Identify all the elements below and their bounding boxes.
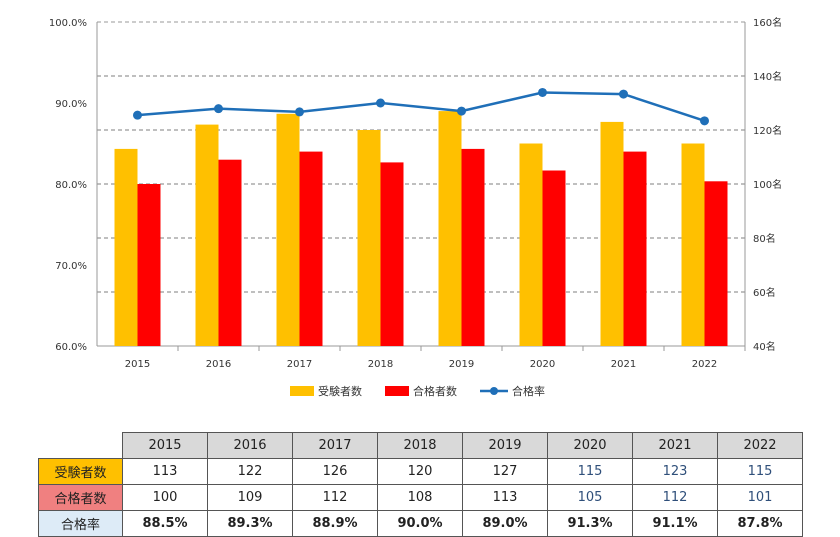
right-axis-tick-label: 60名 [753, 286, 776, 299]
left-axis-tick-label: 90.0% [55, 99, 87, 110]
right-axis-tick-label: 120名 [753, 124, 782, 137]
bar-passers [542, 170, 566, 346]
combo-chart: 40名 60名 80名 100名 120名 140名 160名 60.0% 70.0% 80.0%… [49, 16, 782, 398]
bar-passers [299, 151, 323, 346]
table-year-cell: 2016 [207, 432, 293, 459]
left-axis-tick-label: 60.0% [55, 342, 87, 353]
table-row-passers: 合格者数 100 109 112 108 113 105 112 101 [38, 484, 803, 511]
bar-examinees [681, 143, 705, 346]
pass-rate-line [137, 91, 705, 123]
pass-rate-point [376, 98, 385, 108]
row-label-pass-rate: 合格率 [38, 510, 123, 537]
bar-passers [461, 148, 485, 346]
x-tick-label: 2020 [530, 359, 555, 370]
table-year-cell: 2017 [292, 432, 378, 459]
table-header-row: 2015 2016 2017 2018 2019 2020 2021 2022 [38, 432, 803, 459]
x-tick-label: 2022 [692, 359, 717, 370]
data-table: 2015 2016 2017 2018 2019 2020 2021 2022 … [38, 432, 803, 537]
table-cell: 120 [377, 458, 463, 485]
table-cell: 115 [547, 458, 633, 485]
left-axis-tick-label: 80.0% [55, 180, 87, 191]
table-year-cell: 2019 [462, 432, 548, 459]
table-cell: 127 [462, 458, 548, 485]
table-row-examinees: 受験者数 113 122 126 120 127 115 123 115 [38, 458, 803, 485]
table-cell: 90.0% [377, 510, 463, 537]
table-cell: 91.1% [632, 510, 718, 537]
right-axis-tick-label: 40名 [753, 340, 776, 353]
bar-passers [704, 181, 728, 346]
table-year-cell: 2015 [122, 432, 208, 459]
x-tick-label: 2018 [368, 359, 393, 370]
table-cell: 122 [207, 458, 293, 485]
row-label-examinees: 受験者数 [38, 458, 123, 485]
legend-swatch-examinees [290, 386, 314, 396]
pass-rate-point [295, 107, 304, 117]
legend-label-passers: 合格者数 [413, 384, 457, 398]
pass-rate-point [619, 89, 628, 99]
bar-examinees [195, 124, 219, 346]
table-cell: 113 [462, 484, 548, 511]
table-cell: 126 [292, 458, 378, 485]
table-cell: 100 [122, 484, 208, 511]
bar-passers [623, 151, 647, 346]
table-cell: 105 [547, 484, 633, 511]
right-axis-tick-label: 100名 [753, 178, 782, 191]
table-cell: 91.3% [547, 510, 633, 537]
table-year-cell: 2021 [632, 432, 718, 459]
bar-examinees [600, 121, 624, 347]
left-axis-tick-label: 70.0% [55, 261, 87, 272]
legend-marker-pass-rate [490, 387, 498, 395]
table-cell: 109 [207, 484, 293, 511]
table-year-cell: 2020 [547, 432, 633, 459]
bar-passers [380, 162, 404, 346]
table-cell: 115 [717, 458, 803, 485]
pass-rate-point [214, 104, 223, 114]
table-cell: 123 [632, 458, 718, 485]
right-axis-tick-label: 160名 [753, 16, 782, 29]
right-axis-tick-label: 80名 [753, 232, 776, 245]
bar-passers [218, 159, 242, 346]
x-tick-label: 2017 [287, 359, 312, 370]
table-corner-cell [38, 432, 123, 459]
table-cell: 88.5% [122, 510, 208, 537]
table-cell: 89.0% [462, 510, 548, 537]
x-tick-label: 2021 [611, 359, 636, 370]
table-cell: 108 [377, 484, 463, 511]
pass-rate-point [133, 110, 142, 120]
bar-examinees [519, 143, 543, 346]
bar-passers [137, 184, 161, 346]
row-label-passers: 合格者数 [38, 484, 123, 511]
table-cell: 88.9% [292, 510, 378, 537]
x-tick-label: 2019 [449, 359, 474, 370]
legend-swatch-passers [385, 386, 409, 396]
bar-examinees [114, 148, 138, 346]
bar-examinees [438, 111, 462, 346]
table-cell: 112 [632, 484, 718, 511]
table-cell: 89.3% [207, 510, 293, 537]
bar-examinees [357, 130, 381, 346]
left-axis-tick-label: 100.0% [49, 18, 87, 29]
table-row-pass-rate: 合格率 88.5% 89.3% 88.9% 90.0% 89.0% 91.3% … [38, 510, 803, 537]
table-year-cell: 2022 [717, 432, 803, 459]
table-year-cell: 2018 [377, 432, 463, 459]
x-tick-label: 2016 [206, 359, 231, 370]
table-cell: 101 [717, 484, 803, 511]
legend-label-examinees: 受験者数 [318, 384, 362, 398]
pass-rate-point [538, 87, 547, 97]
legend-label-pass-rate: 合格率 [512, 384, 545, 398]
table-cell: 112 [292, 484, 378, 511]
x-tick-label: 2015 [125, 359, 150, 370]
pass-rate-point [457, 106, 466, 116]
table-cell: 87.8% [717, 510, 803, 537]
pass-rate-point [700, 116, 709, 126]
table-cell: 113 [122, 458, 208, 485]
right-axis-tick-label: 140名 [753, 70, 782, 83]
bar-examinees [276, 113, 300, 346]
